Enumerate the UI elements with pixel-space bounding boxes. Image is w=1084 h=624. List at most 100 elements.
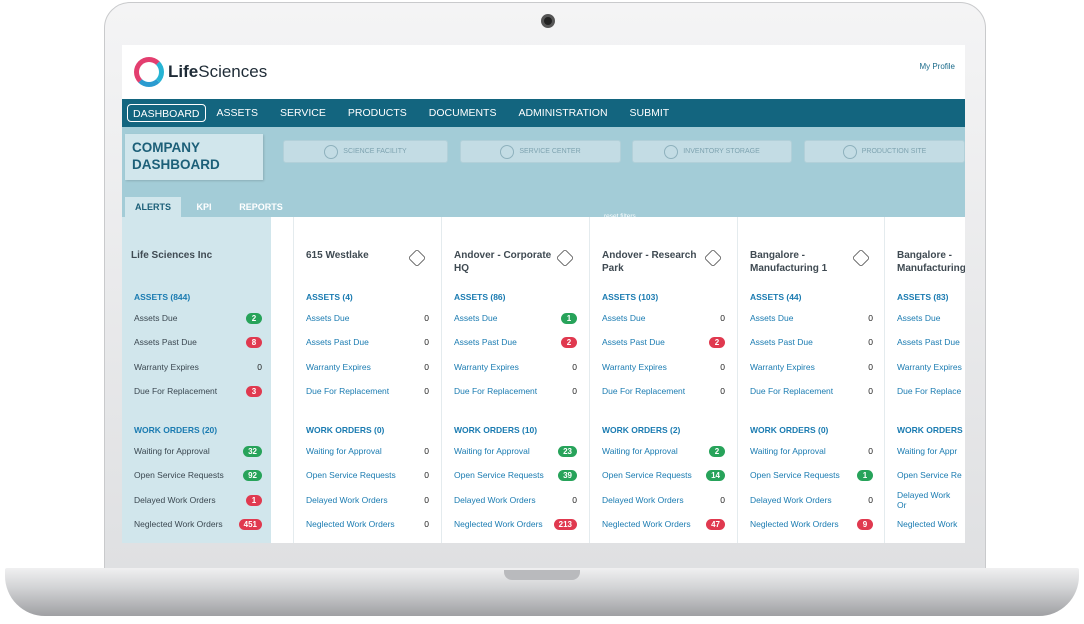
tab-kpi[interactable]: KPI — [196, 202, 212, 212]
nav-documents[interactable]: DOCUMENTS — [428, 107, 497, 119]
work-order-row[interactable]: Waiting for Approval 23 — [454, 444, 577, 458]
asset-row[interactable]: Warranty Expires 0 — [454, 360, 577, 374]
work-order-label: Neglected Work — [897, 519, 958, 529]
work-order-row[interactable]: Waiting for Approval 32 — [134, 444, 262, 458]
work-orders-header[interactable]: WORK ORDERS (0) — [306, 425, 385, 435]
company-name: Life Sciences Inc — [131, 250, 213, 261]
asset-row[interactable]: Due For Replacement 0 — [750, 384, 873, 398]
page-title: COMPANY DASHBOARD — [132, 140, 220, 172]
work-order-row[interactable]: Open Service Requests 0 — [306, 468, 429, 482]
work-order-row[interactable]: Neglected Work — [897, 517, 962, 531]
work-order-row[interactable]: Open Service Re — [897, 468, 962, 482]
asset-row[interactable]: Assets Past Due 8 — [134, 335, 262, 349]
work-order-row[interactable]: Open Service Requests 92 — [134, 468, 262, 482]
asset-label: Warranty Expires — [897, 362, 962, 372]
asset-row[interactable]: Warranty Expires 0 — [134, 360, 262, 374]
site-filter-science-facility[interactable]: SCIENCE FACILITY — [283, 140, 448, 163]
site-column: 615 Westlake ASSETS (4) Assets Due 0 Assets … — [293, 217, 441, 543]
count-value: 0 — [424, 495, 429, 505]
work-order-label: Delayed Work Orders — [306, 495, 388, 505]
work-order-row[interactable]: Neglected Work Orders 0 — [306, 517, 429, 531]
asset-row[interactable]: Assets Due 0 — [306, 311, 429, 325]
asset-row[interactable]: Assets Due 1 — [454, 311, 577, 325]
work-orders-header[interactable]: WORK ORDERS (0) — [750, 425, 829, 435]
tab-reports[interactable]: REPORTS — [239, 202, 283, 212]
nav-dashboard[interactable]: DASHBOARD — [127, 104, 206, 122]
tab-alerts[interactable]: ALERTS — [125, 197, 181, 217]
reset-filters-link[interactable]: reset filters — [604, 213, 636, 220]
work-order-label: Delayed Work Orders — [750, 495, 832, 505]
asset-row[interactable]: Assets Past Due 2 — [454, 335, 577, 349]
asset-row[interactable]: Assets Due — [897, 311, 962, 325]
assets-header[interactable]: ASSETS (83) — [897, 292, 949, 302]
work-orders-header[interactable]: WORK ORDERS ( — [897, 425, 965, 435]
asset-row[interactable]: Due For Replacement 0 — [602, 384, 725, 398]
asset-row[interactable]: Due For Replacement 0 — [454, 384, 577, 398]
asset-row[interactable]: Warranty Expires 0 — [602, 360, 725, 374]
count-value: 0 — [720, 313, 725, 323]
webcam — [541, 14, 555, 28]
asset-label: Due For Replacement — [602, 386, 686, 396]
count-badge: 39 — [558, 469, 577, 481]
work-order-row[interactable]: Neglected Work Orders 47 — [602, 517, 725, 531]
asset-row[interactable]: Assets Due 0 — [602, 311, 725, 325]
nav-administration[interactable]: ADMINISTRATION — [518, 107, 608, 119]
assets-header[interactable]: ASSETS (4) — [306, 292, 353, 302]
asset-row[interactable]: Assets Past Due 2 — [602, 335, 725, 349]
work-order-row[interactable]: Delayed Work Orders 0 — [602, 493, 725, 507]
filter-band: COMPANY DASHBOARD SCIENCE FACILITY SERVIC… — [122, 127, 965, 217]
work-order-row[interactable]: Neglected Work Orders 9 — [750, 517, 873, 531]
work-order-label: Delayed Work Orders — [134, 495, 216, 505]
work-order-row[interactable]: Waiting for Approval 0 — [306, 444, 429, 458]
asset-row[interactable]: Due For Replace — [897, 384, 962, 398]
work-orders-header[interactable]: WORK ORDERS (10) — [454, 425, 538, 435]
my-profile-link[interactable]: My Profile — [919, 62, 955, 71]
work-order-row[interactable]: Delayed Work Orders 0 — [750, 493, 873, 507]
work-order-row[interactable]: Open Service Requests 39 — [454, 468, 577, 482]
nav-products[interactable]: PRODUCTS — [347, 107, 407, 119]
work-order-row[interactable]: Delayed Work Orders 0 — [454, 493, 577, 507]
work-order-row[interactable]: Waiting for Approval 0 — [750, 444, 873, 458]
asset-row[interactable]: Warranty Expires 0 — [306, 360, 429, 374]
site-filter-production-site[interactable]: PRODUCTION SITE — [804, 140, 965, 163]
assets-header[interactable]: ASSETS (86) — [454, 292, 506, 302]
nav-submit[interactable]: SUBMIT — [629, 107, 670, 119]
site-filter-service-center[interactable]: SERVICE CENTER — [460, 140, 621, 163]
assets-header[interactable]: ASSETS (44) — [750, 292, 802, 302]
count-value: 0 — [868, 446, 873, 456]
nav-service[interactable]: SERVICE — [279, 107, 326, 119]
work-order-row[interactable]: Waiting for Appr — [897, 444, 962, 458]
asset-row[interactable]: Assets Past Due — [897, 335, 962, 349]
app-logo[interactable]: LifeSciences — [134, 57, 267, 87]
asset-row[interactable]: Assets Due 2 — [134, 311, 262, 325]
asset-row[interactable]: Warranty Expires — [897, 360, 962, 374]
assets-header[interactable]: ASSETS (103) — [602, 292, 659, 302]
work-order-row[interactable]: Delayed Work Or — [897, 490, 962, 510]
asset-row[interactable]: Assets Past Due 0 — [750, 335, 873, 349]
work-order-row[interactable]: Open Service Requests 1 — [750, 468, 873, 482]
asset-row[interactable]: Due For Replacement 3 — [134, 384, 262, 398]
work-order-row[interactable]: Neglected Work Orders 213 — [454, 517, 577, 531]
work-orders-header[interactable]: WORK ORDERS (20) — [134, 425, 218, 435]
asset-label: Due For Replacement — [306, 386, 390, 396]
asset-row[interactable]: Assets Due 0 — [750, 311, 873, 325]
asset-row[interactable]: Assets Past Due 0 — [306, 335, 429, 349]
site-filter-label: SERVICE CENTER — [519, 148, 581, 155]
work-order-label: Delayed Work Or — [897, 490, 951, 510]
work-order-row[interactable]: Waiting for Approval 2 — [602, 444, 725, 458]
assets-header[interactable]: ASSETS (844) — [134, 292, 191, 302]
work-order-row[interactable]: Delayed Work Orders 1 — [134, 493, 262, 507]
site-column: Bangalore - Manufacturing 1 ASSETS (44) As… — [737, 217, 885, 543]
site-filter-label: SCIENCE FACILITY — [343, 148, 407, 155]
site-filter-inventory-storage[interactable]: INVENTORY STORAGE — [632, 140, 792, 163]
work-order-row[interactable]: Neglected Work Orders 451 — [134, 517, 262, 531]
work-order-row[interactable]: Delayed Work Orders 0 — [306, 493, 429, 507]
dashboard-title-box: COMPANY DASHBOARD — [125, 134, 263, 180]
asset-row[interactable]: Due For Replacement 0 — [306, 384, 429, 398]
work-orders-header[interactable]: WORK ORDERS (2) — [602, 425, 681, 435]
nav-assets[interactable]: ASSETS — [216, 107, 258, 119]
work-order-row[interactable]: Open Service Requests 14 — [602, 468, 725, 482]
count-value: 0 — [868, 386, 873, 396]
count-badge: 2 — [561, 336, 577, 348]
asset-row[interactable]: Warranty Expires 0 — [750, 360, 873, 374]
